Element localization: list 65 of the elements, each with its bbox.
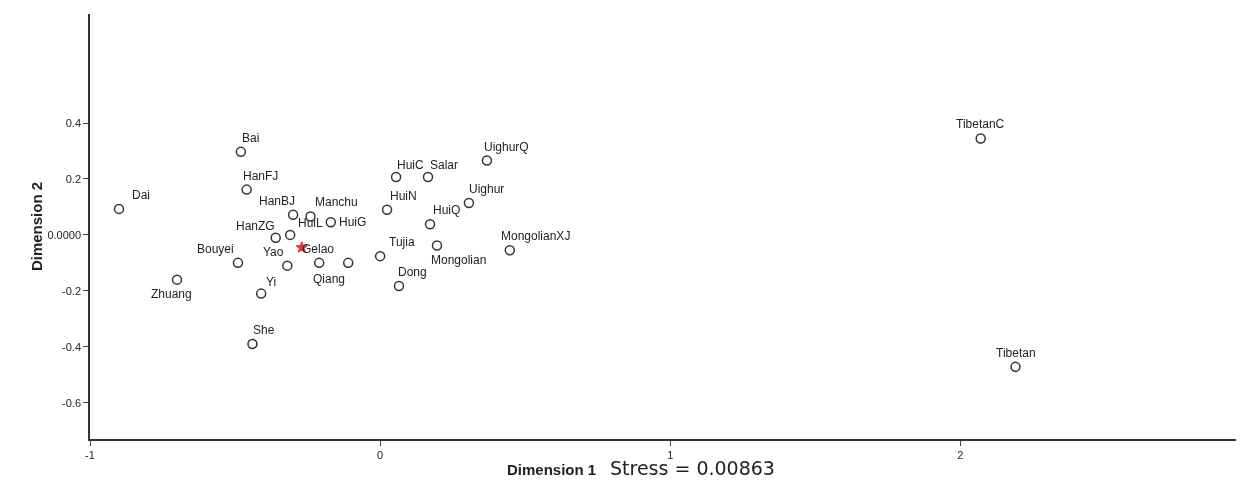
- annotation: Manchu: [315, 195, 358, 209]
- annotation: Bouyei: [197, 242, 234, 256]
- point: [270, 232, 281, 243]
- x-tick-label: -1: [85, 448, 95, 461]
- annotation: Gelao: [302, 242, 335, 256]
- x-tick-label: 0: [377, 448, 384, 461]
- annotation: Dai: [132, 188, 151, 202]
- annotation: Yi: [266, 275, 277, 289]
- point: [232, 257, 244, 269]
- annotation: HuiQ: [433, 203, 461, 217]
- annotation: Zhuang: [151, 287, 192, 301]
- point: [374, 250, 386, 262]
- annotation: HuiL: [298, 216, 324, 230]
- point: [481, 155, 493, 166]
- point: [504, 245, 516, 256]
- point: [431, 240, 443, 251]
- annotation: Qiang: [313, 272, 346, 286]
- point: [390, 171, 402, 183]
- y-axis-title: Dimension 2: [28, 181, 46, 272]
- point: [287, 209, 299, 221]
- annotation: MongolianXJ: [501, 229, 571, 243]
- annotation: Dong: [398, 265, 427, 279]
- x-tick-label: 1: [667, 448, 674, 461]
- annotation: Yao: [263, 245, 284, 259]
- annotation: HuiC: [397, 158, 425, 172]
- point: [282, 260, 293, 271]
- point: [313, 257, 325, 269]
- annotation: UighurQ: [484, 140, 529, 154]
- annotation: Tujia: [389, 235, 415, 249]
- annotation: She: [253, 323, 275, 337]
- point: [235, 146, 247, 158]
- point: [113, 203, 125, 215]
- point: [381, 204, 393, 215]
- y-tick-label: -0.2: [62, 284, 82, 297]
- point: [342, 257, 354, 269]
- annotation: Bai: [242, 131, 260, 145]
- point: [1010, 361, 1021, 373]
- annotation: HuiN: [390, 189, 417, 203]
- annotation: Uighur: [469, 182, 505, 196]
- point: [284, 229, 296, 241]
- annotation: HanFJ: [243, 169, 279, 183]
- y-tick-label: 0.4: [65, 116, 82, 129]
- y-tick-label: 0.2: [65, 172, 82, 185]
- point: [247, 338, 258, 350]
- point: [463, 197, 475, 209]
- point: [255, 288, 267, 299]
- annotation: HanZG: [236, 219, 275, 233]
- x-tick-label: 2: [957, 448, 964, 461]
- point: [393, 280, 405, 292]
- point: [975, 133, 986, 144]
- x-axis-title: Dimension 1: [507, 461, 597, 478]
- point: [422, 171, 434, 183]
- annotation: TibetanC: [956, 117, 1005, 131]
- point: [325, 217, 337, 228]
- point: [241, 184, 252, 195]
- y-tick-label: 0.0000: [47, 228, 82, 241]
- annotation: HuiG: [339, 215, 367, 229]
- annotation: Mongolian: [431, 253, 487, 267]
- annotation: HanBJ: [259, 194, 296, 208]
- point: [424, 219, 436, 230]
- y-tick-label: -0.4: [62, 340, 82, 353]
- y-tick-label: -0.6: [62, 396, 82, 409]
- point: [171, 274, 183, 285]
- annotation: Tibetan: [996, 346, 1036, 360]
- annotation: Salar: [430, 158, 459, 172]
